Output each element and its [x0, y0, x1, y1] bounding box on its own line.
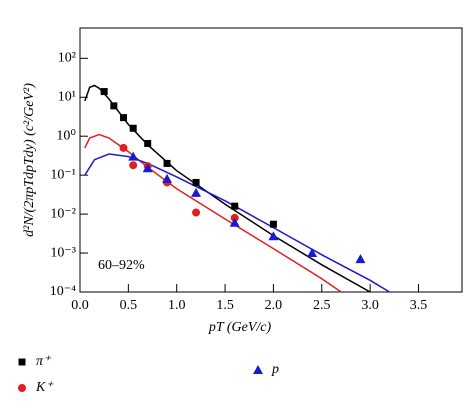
- x-tick-label: 0.0: [71, 298, 89, 313]
- x-tick-label: 2.5: [313, 298, 331, 313]
- y-tick-label: 10⁻³: [50, 245, 76, 260]
- marker-square: [120, 114, 128, 122]
- marker-triangle: [142, 163, 153, 173]
- marker-square: [18, 358, 26, 366]
- legend-label: K⁺: [35, 380, 54, 395]
- y-tick-label: 10⁻²: [50, 206, 76, 221]
- y-tick-label: 10¹: [58, 89, 76, 104]
- fit-curve: [84, 84, 371, 293]
- marker-square: [110, 102, 118, 110]
- x-tick-label: 1.0: [168, 298, 186, 313]
- marker-triangle: [268, 231, 279, 241]
- marker-triangle: [253, 365, 263, 374]
- marker-square: [192, 178, 200, 186]
- marker-square: [163, 159, 171, 167]
- legend-label: p: [271, 362, 279, 377]
- x-tick-label: 3.0: [361, 298, 379, 313]
- marker-circle: [129, 161, 138, 170]
- x-tick-label: 3.5: [410, 298, 428, 313]
- marker-triangle: [162, 173, 173, 183]
- plot-frame: [79, 27, 463, 293]
- marker-triangle: [229, 217, 240, 227]
- marker-square: [231, 202, 239, 210]
- marker-square: [144, 139, 152, 147]
- fit-curve: [84, 153, 390, 293]
- marker-triangle: [307, 248, 318, 258]
- y-axis-label: d²N/(2πpTdpTdy) (c²/GeV²): [22, 83, 37, 237]
- y-tick-label: 10⁰: [56, 128, 76, 143]
- x-axis-label: pT (GeV/c): [208, 320, 272, 335]
- marker-triangle: [355, 254, 366, 264]
- y-tick-label: 10⁻¹: [50, 167, 76, 182]
- annotation: 60–92%: [98, 258, 145, 273]
- marker-triangle: [128, 151, 139, 161]
- y-tick-label: 10²: [58, 51, 76, 66]
- marker-circle: [119, 143, 128, 152]
- marker-square: [100, 88, 108, 96]
- marker-circle: [18, 384, 26, 392]
- marker-circle: [192, 208, 201, 217]
- x-tick-label: 1.5: [216, 298, 234, 313]
- x-tick-label: 2.0: [265, 298, 283, 313]
- marker-square: [129, 124, 137, 132]
- x-tick-label: 0.5: [120, 298, 138, 313]
- marker-triangle: [191, 187, 202, 197]
- y-tick-label: 10⁻⁴: [50, 284, 76, 299]
- marker-square: [269, 220, 277, 228]
- legend-label: π⁺: [36, 354, 52, 369]
